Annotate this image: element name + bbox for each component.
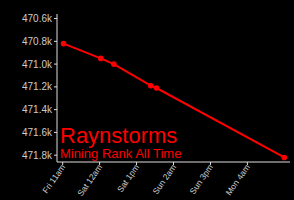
y-tick <box>54 86 57 87</box>
marker <box>148 83 154 89</box>
background <box>0 0 294 200</box>
x-tick <box>99 162 100 165</box>
y-tick <box>54 41 57 42</box>
x-tick <box>173 162 174 165</box>
plot-area <box>61 41 287 160</box>
y-tick <box>54 18 57 19</box>
y-tick <box>54 155 57 156</box>
y-tick-label: 471.6k <box>22 127 53 138</box>
x-tick-label: Sun 2am <box>150 162 178 196</box>
x-tick-label: Sat 12am <box>75 162 104 198</box>
y-tick-label: 471.0k <box>22 59 53 70</box>
title: Raynstorms <box>60 123 177 148</box>
x-tick-label: Sun 3pm <box>187 162 215 196</box>
chart: 470.6k 470.8k 471.0k 471.2k 471.4k 471.6k 471.… <box>0 0 294 200</box>
x-tick <box>247 162 248 165</box>
x-tick <box>62 162 63 165</box>
marker <box>61 41 67 47</box>
line <box>64 44 285 158</box>
marker <box>154 85 160 91</box>
x-tick-label: Fri 11am <box>40 162 67 195</box>
y-tick <box>54 132 57 133</box>
subtitle: Mining Rank All Time <box>60 146 181 161</box>
y-tick-label: 471.4k <box>22 104 53 115</box>
marker <box>98 56 104 62</box>
x-tick <box>210 162 211 165</box>
marker <box>282 155 288 161</box>
x-tick-label: Sat 1pm <box>115 162 141 194</box>
y-tick <box>54 64 57 65</box>
y-tick-label: 470.6k <box>22 13 53 24</box>
y-axis <box>57 14 58 162</box>
y-tick-label: 471.8k <box>22 150 53 161</box>
x-tick-label: Mon 4am <box>223 162 252 197</box>
x-tick <box>136 162 137 165</box>
y-tick <box>54 109 57 110</box>
y-tick-label: 471.2k <box>22 81 53 92</box>
marker <box>111 61 117 67</box>
y-tick-label: 470.8k <box>22 36 53 47</box>
